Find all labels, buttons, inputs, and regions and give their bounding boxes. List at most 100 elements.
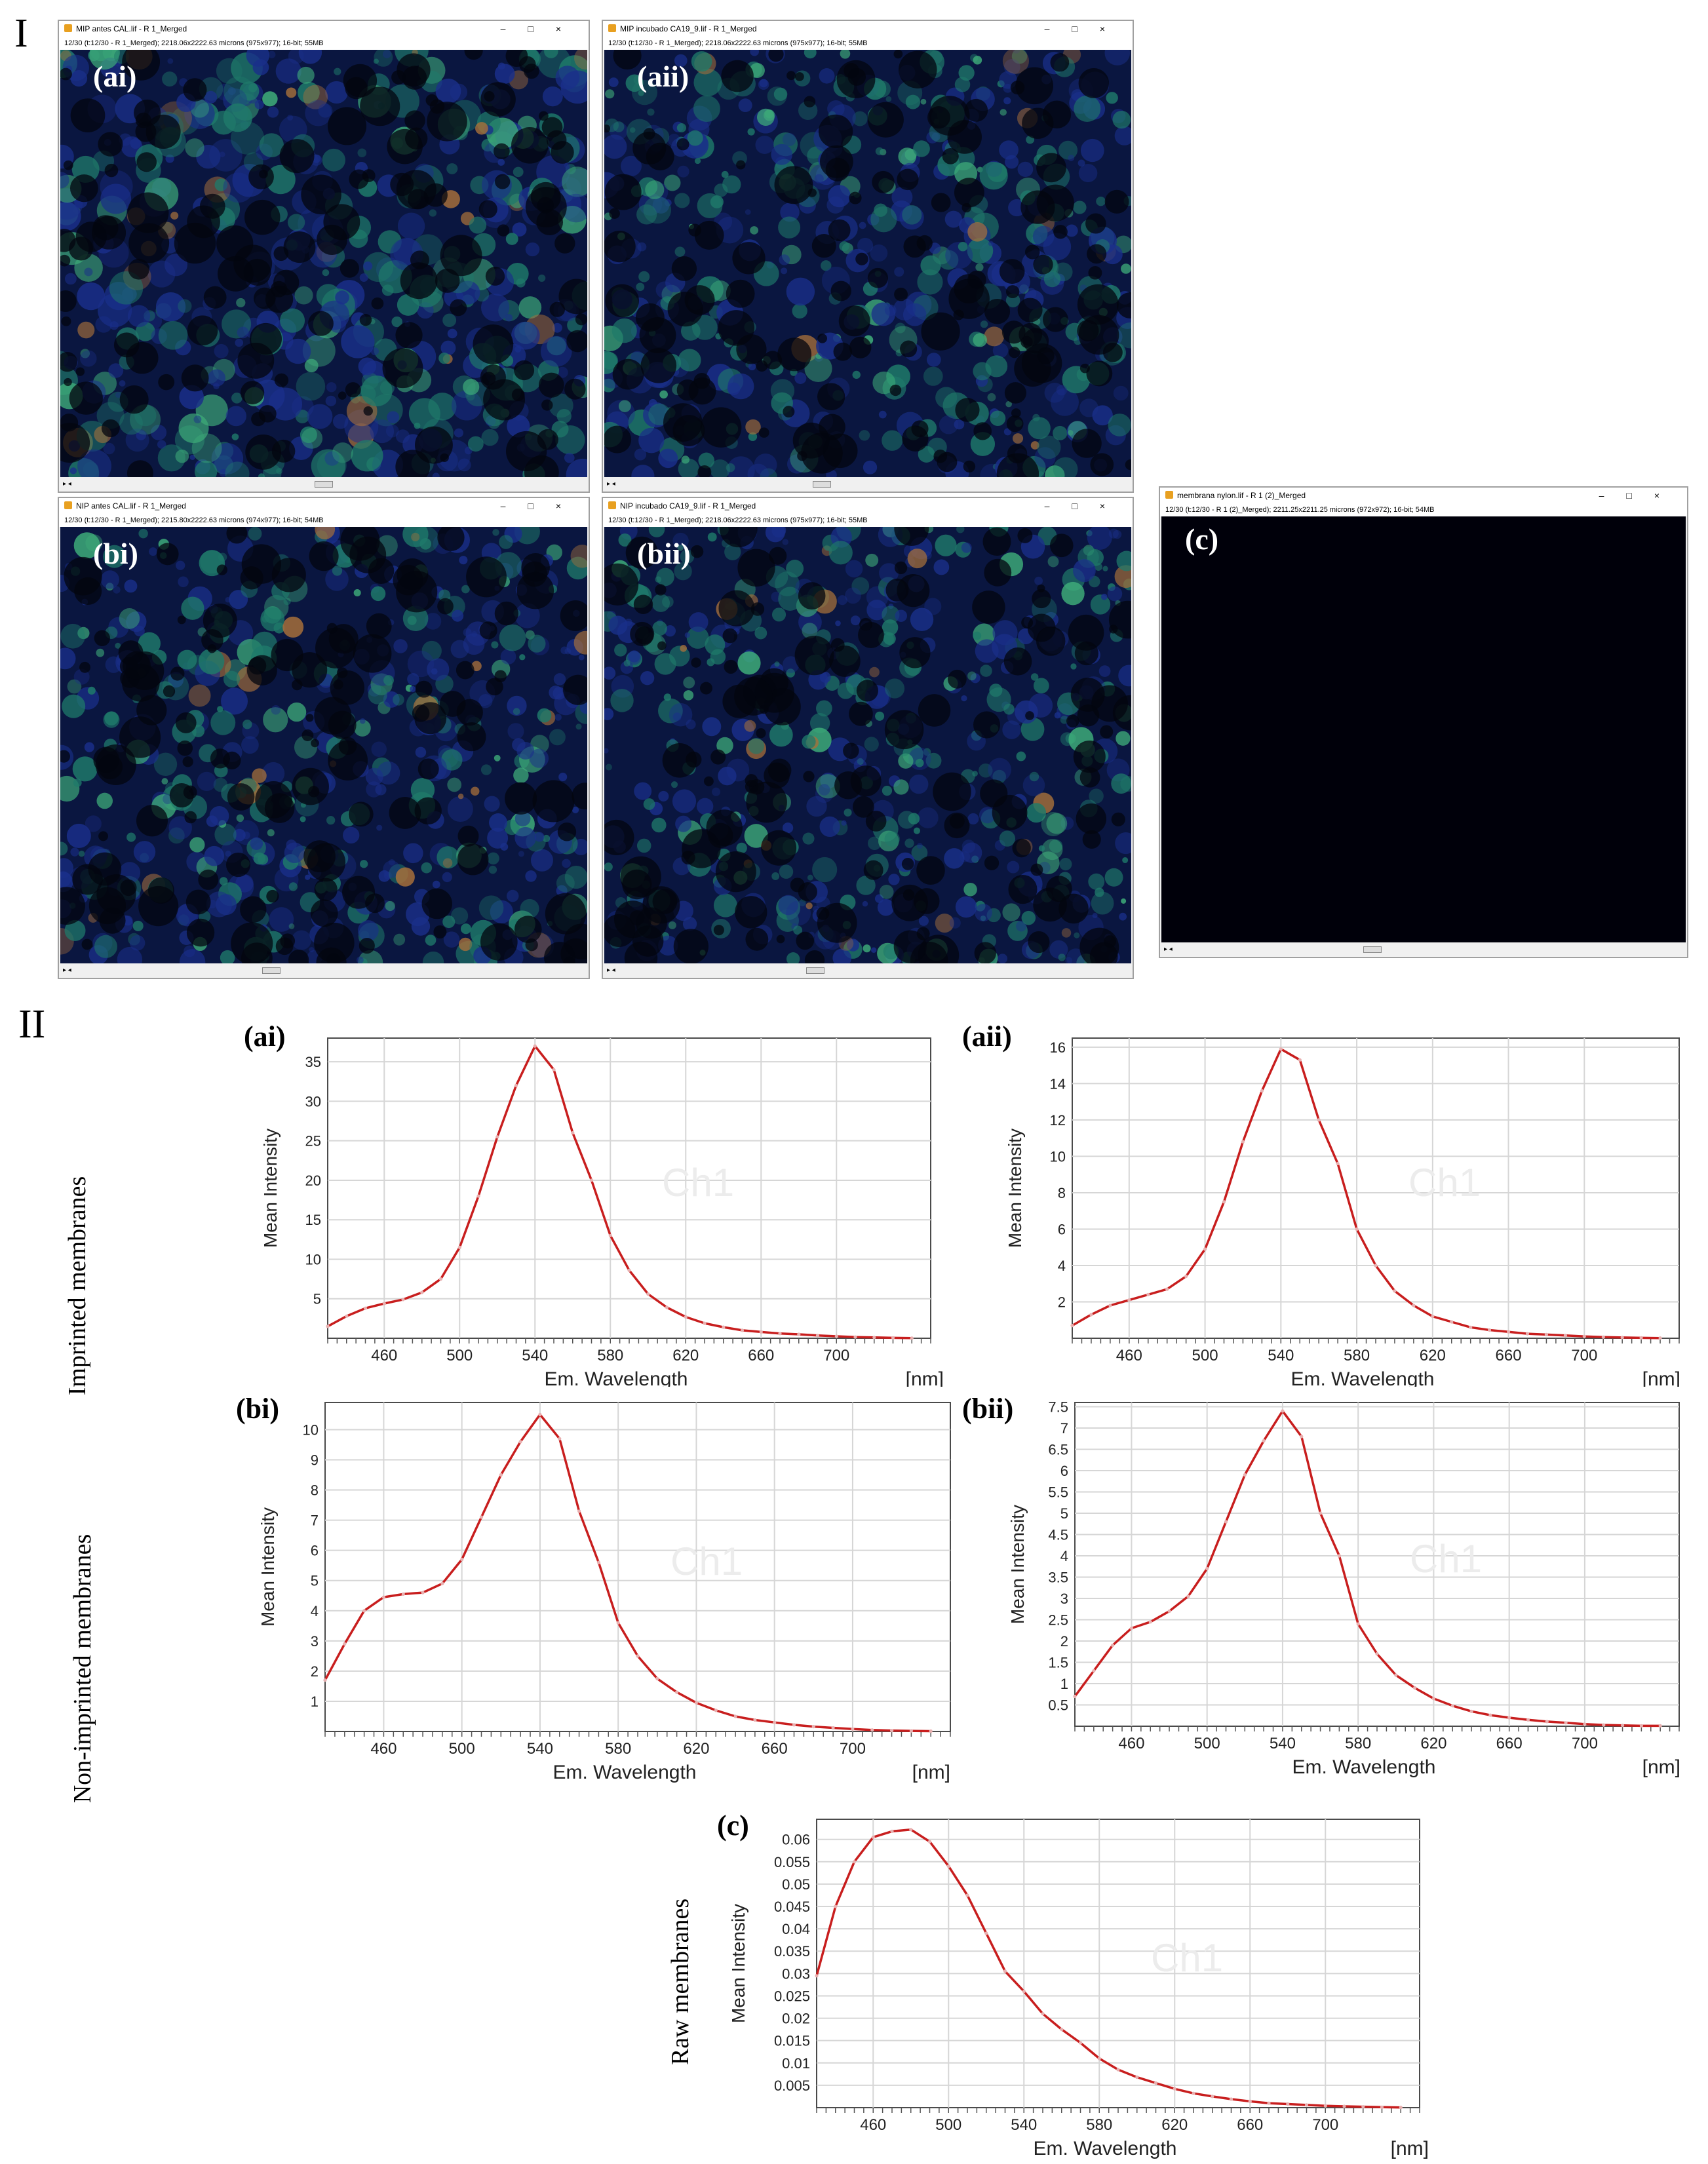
- data-point: [1260, 1089, 1264, 1093]
- row-label-non-imprinted: Non-imprinted membranes: [69, 1534, 96, 1804]
- data-point: [1355, 1227, 1359, 1231]
- panel-label: (ai): [93, 60, 137, 93]
- data-point: [1041, 2012, 1045, 2016]
- y-axis-label: Mean Intensity: [1007, 1505, 1028, 1624]
- data-point: [1241, 1140, 1245, 1144]
- scroll-thumb[interactable]: [1363, 946, 1382, 953]
- app-icon: [64, 24, 72, 32]
- window-controls[interactable]: –□×: [1044, 501, 1127, 511]
- y-tick-label: 0.05: [782, 1876, 810, 1893]
- y-tick-label: 30: [305, 1093, 321, 1110]
- scroll-thumb[interactable]: [813, 481, 831, 488]
- panel-label: (c): [1185, 522, 1219, 556]
- x-tick-label: 580: [1344, 1347, 1370, 1364]
- scrollbar[interactable]: ▸ ◂: [603, 963, 1133, 978]
- y-tick-label: 4.5: [1048, 1527, 1068, 1543]
- spectrum-chart-c: Ch1 460 500 540 580 620 660 700 0.005 0.01 0.015 0.…: [714, 1809, 1435, 2160]
- scroll-thumb[interactable]: [315, 481, 333, 488]
- window-title[interactable]: MIP incubado CA19_9.lif - R 1_Merged –□×: [603, 21, 1133, 37]
- data-point: [1267, 2101, 1271, 2105]
- data-point: [1336, 1161, 1340, 1166]
- window-c[interactable]: membrana nylon.lif - R 1 (2)_Merged –□× 1…: [1159, 486, 1688, 958]
- y-tick-label: 6: [311, 1543, 319, 1559]
- data-point: [1248, 2099, 1252, 2103]
- data-point: [815, 1974, 819, 1978]
- data-point: [323, 1678, 327, 1682]
- x-axis-label: Em. Wavelength: [1291, 1368, 1435, 1387]
- x-tick-label: 620: [1161, 2116, 1188, 2134]
- section-I-label: I: [14, 11, 28, 56]
- data-point: [382, 1302, 386, 1305]
- data-point: [1262, 1439, 1266, 1443]
- window-controls[interactable]: –□×: [500, 501, 583, 511]
- x-tick-label: 500: [1192, 1347, 1218, 1364]
- x-tick-label: 620: [683, 1740, 709, 1758]
- scrollbar[interactable]: ▸ ◂: [59, 477, 589, 492]
- data-point: [1563, 1334, 1567, 1338]
- y-tick-label: 10: [303, 1421, 319, 1438]
- scrollbar[interactable]: ▸ ◂: [1160, 942, 1687, 957]
- data-point: [1488, 1328, 1492, 1332]
- x-tick-label: 540: [522, 1347, 548, 1364]
- data-point: [811, 1725, 815, 1729]
- data-point: [438, 1277, 443, 1281]
- data-point: [1243, 1473, 1247, 1477]
- window-title[interactable]: NIP antes CAL.lif - R 1_Merged –□×: [59, 498, 589, 514]
- y-tick-label: 0.03: [782, 1965, 810, 1982]
- data-point: [1583, 1722, 1587, 1726]
- window-bii[interactable]: NIP incubado CA19_9.lif - R 1_Merged –□× …: [602, 497, 1134, 979]
- scroll-thumb[interactable]: [262, 967, 281, 974]
- scrollbar[interactable]: ▸ ◂: [59, 963, 589, 978]
- window-ai[interactable]: MIP antes CAL.lif - R 1_Merged –□× 12/30 …: [58, 20, 590, 493]
- data-point: [703, 1321, 707, 1325]
- scroll-thumb[interactable]: [806, 967, 825, 974]
- data-point: [1111, 1643, 1115, 1648]
- data-point: [1658, 1724, 1662, 1728]
- y-tick-label: 14: [1050, 1075, 1066, 1092]
- data-point: [870, 1728, 874, 1732]
- x-tick-label: 580: [1086, 2116, 1112, 2134]
- data-point: [533, 1044, 537, 1048]
- spectrum-chart-ai: Ch1 460 500 540 580 620 660 700 5 10 15 20 25 30 35 Em.…: [236, 1020, 950, 1390]
- image-info: 12/30 (t:12/30 - R 1 (2)_Merged); 2211.2…: [1160, 503, 1687, 516]
- app-icon: [1165, 491, 1173, 499]
- x-tick-label: 580: [605, 1740, 631, 1758]
- data-point: [1060, 2028, 1064, 2032]
- data-point: [1300, 1435, 1304, 1439]
- data-point: [1116, 2068, 1120, 2072]
- data-point: [890, 1829, 894, 1833]
- scrollbar[interactable]: ▸ ◂: [603, 477, 1133, 492]
- data-point: [1078, 2041, 1083, 2045]
- row-label-imprinted: Imprinted membranes: [64, 1176, 91, 1396]
- data-point: [694, 1701, 698, 1705]
- chart-svg: Ch1 460 500 540 580 620 660 700 1 2 3 4 5 6 7 8 9 10 Em. W…: [258, 1402, 951, 1783]
- window-title[interactable]: membrana nylon.lif - R 1 (2)_Merged –□×: [1160, 488, 1687, 503]
- section-II-label: II: [18, 1002, 46, 1047]
- window-controls[interactable]: –□×: [1599, 490, 1682, 501]
- data-point: [476, 1194, 480, 1198]
- app-icon: [608, 501, 616, 509]
- data-point: [1165, 1287, 1169, 1291]
- image-info: 12/30 (t:12/30 - R 1_Merged); 2218.06x22…: [603, 514, 1133, 527]
- window-bi[interactable]: NIP antes CAL.lif - R 1_Merged –□× 12/30 …: [58, 497, 590, 979]
- data-point: [834, 1904, 838, 1908]
- data-point: [1342, 2104, 1346, 2108]
- data-point: [722, 1325, 726, 1329]
- window-controls[interactable]: –□×: [500, 24, 583, 34]
- y-tick-label: 0.04: [782, 1921, 810, 1937]
- data-point: [1298, 1058, 1302, 1062]
- data-point: [714, 1709, 718, 1712]
- y-tick-label: 0.02: [782, 2011, 810, 2027]
- x-axis-unit: [nm]: [1642, 1756, 1680, 1778]
- data-point: [363, 1306, 368, 1310]
- window-title[interactable]: NIP incubado CA19_9.lif - R 1_Merged –□×: [603, 498, 1133, 514]
- panel-label: (bii): [637, 537, 691, 570]
- window-title[interactable]: MIP antes CAL.lif - R 1_Merged –□×: [59, 21, 589, 37]
- x-tick-label: 660: [1496, 1347, 1522, 1364]
- window-controls[interactable]: –□×: [1044, 24, 1127, 34]
- x-tick-label: 460: [1118, 1735, 1144, 1752]
- watermark-text: Ch1: [1151, 1936, 1223, 1980]
- window-aii[interactable]: MIP incubado CA19_9.lif - R 1_Merged –□× …: [602, 20, 1134, 493]
- x-axis-label: Em. Wavelength: [1034, 2138, 1177, 2159]
- data-point: [1374, 1264, 1378, 1267]
